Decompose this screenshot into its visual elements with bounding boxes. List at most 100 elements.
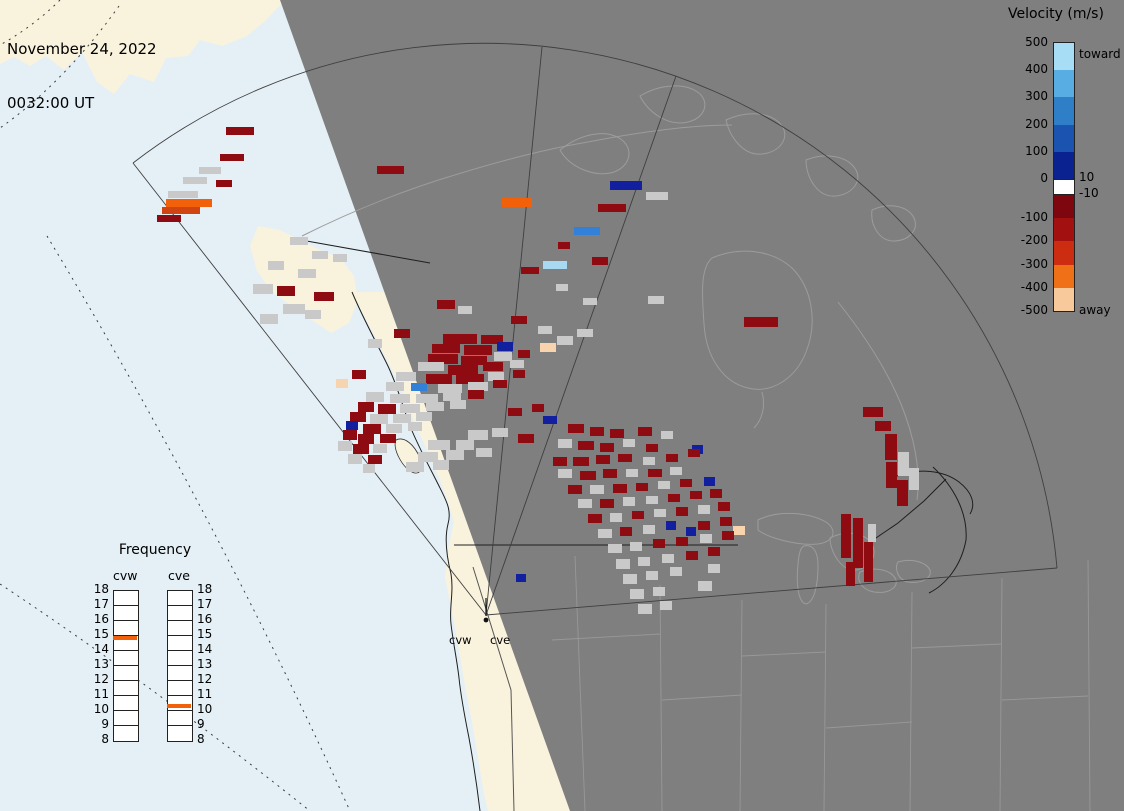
radar-cell: [592, 257, 608, 265]
frequency-cell: [114, 621, 138, 636]
radar-cell: [521, 267, 539, 274]
frequency-tick-label: 16: [93, 612, 109, 626]
radar-cell: [426, 402, 444, 411]
frequency-tick-label: 10: [197, 702, 213, 716]
velocity-tick-label: 500: [1025, 35, 1048, 49]
frequency-cell: [114, 591, 138, 606]
radar-cell: [468, 390, 484, 399]
radar-cell: [162, 207, 200, 214]
zero-minus-tick: -10: [1079, 186, 1099, 200]
frequency-cell: [168, 651, 192, 666]
frequency-tick-label: 12: [197, 672, 213, 686]
radar-cell: [373, 444, 387, 453]
radar-cell: [623, 574, 637, 584]
radar-cell: [670, 567, 682, 576]
frequency-tick-label: 17: [93, 597, 109, 611]
dotted-graticule: [0, 0, 351, 811]
radar-cell: [510, 360, 524, 368]
colorbar-segment: [1054, 124, 1074, 152]
velocity-tick-label: -100: [1020, 210, 1048, 225]
radar-cell: [468, 382, 488, 391]
radar-cell: [886, 462, 897, 488]
radar-cell: [680, 479, 692, 487]
frequency-cell: [168, 666, 192, 681]
radar-cell: [580, 471, 596, 480]
colorbar-zero-band: [1054, 178, 1074, 195]
velocity-tick-label: -500: [1020, 303, 1048, 317]
date-label: November 24, 2022: [7, 40, 157, 58]
radar-cell: [428, 354, 458, 364]
velocity-tick-label: 400: [1025, 62, 1048, 77]
radar-cell: [722, 531, 734, 540]
radar-cell: [646, 192, 668, 200]
radar-cell: [358, 434, 374, 444]
frequency-cell: [168, 606, 192, 621]
radar-cell: [686, 527, 696, 536]
radar-cell: [598, 529, 612, 538]
radar-cell: [720, 517, 732, 526]
radar-cell: [616, 559, 630, 569]
timestamp: November 24, 2022 0032:00 UT: [7, 4, 157, 148]
radar-cell: [568, 485, 582, 494]
velocity-cells: [157, 127, 919, 614]
velocity-tick-label: 100: [1025, 143, 1048, 158]
frequency-tick-label: 8: [101, 732, 109, 746]
lake-superior: [757, 512, 834, 545]
radar-cell: [646, 496, 658, 504]
colorbar-segment: [1054, 241, 1074, 265]
radar-cell: [268, 261, 284, 270]
frequency-column-label-cve: cve: [168, 568, 190, 583]
radar-cell: [336, 379, 348, 388]
frequency-cell: [114, 681, 138, 696]
frequency-cell: [168, 681, 192, 696]
radar-cell: [492, 428, 508, 437]
radar-cell: [676, 507, 688, 516]
frequency-cell: [114, 711, 138, 726]
radar-cell: [668, 494, 680, 502]
radar-cell: [690, 491, 702, 499]
velocity-colorbar: [1053, 42, 1075, 312]
radar-cell: [688, 449, 700, 457]
radar-cell: [363, 424, 381, 434]
velocity-tick-label: 200: [1025, 116, 1048, 131]
radar-cell: [433, 460, 449, 470]
colorbar-segment: [1054, 151, 1074, 179]
hudson-bay: [702, 250, 813, 390]
radar-cell: [598, 204, 626, 212]
radar-cell: [416, 394, 438, 403]
radar-cell: [396, 372, 416, 381]
radar-cell: [638, 557, 650, 566]
radar-cell: [183, 177, 207, 184]
frequency-cell: [168, 726, 192, 741]
radar-cell: [502, 198, 532, 207]
radar-cell: [662, 554, 674, 563]
radar-cell: [868, 524, 876, 542]
radar-cell: [841, 514, 851, 558]
radar-cell: [620, 527, 632, 536]
radar-cell: [290, 237, 308, 245]
radar-cell: [508, 408, 522, 416]
radar-cell: [600, 443, 614, 452]
radar-cell: [630, 589, 644, 599]
radar-cell: [577, 329, 593, 337]
radar-cell: [654, 509, 666, 517]
frequency-cell: [168, 621, 192, 636]
radar-cell: [443, 334, 477, 344]
radar-cell: [553, 457, 567, 466]
frequency-legend-title: Frequency: [118, 542, 192, 558]
radar-cell: [583, 298, 597, 305]
radar-cell: [494, 352, 512, 361]
radar-cell: [458, 306, 472, 314]
land-panhandle: [250, 226, 358, 333]
radar-cell: [446, 450, 464, 460]
frequency-tick-label: 13: [93, 657, 109, 671]
radar-cell: [370, 414, 388, 424]
frequency-cell: [114, 651, 138, 666]
radar-cell: [661, 431, 673, 439]
radar-cell: [333, 254, 347, 262]
radar-cell: [443, 392, 461, 401]
radar-label-cve: cve: [490, 633, 511, 647]
radar-cell: [386, 382, 404, 391]
frequency-cell: [114, 606, 138, 621]
radar-cell: [610, 429, 624, 438]
